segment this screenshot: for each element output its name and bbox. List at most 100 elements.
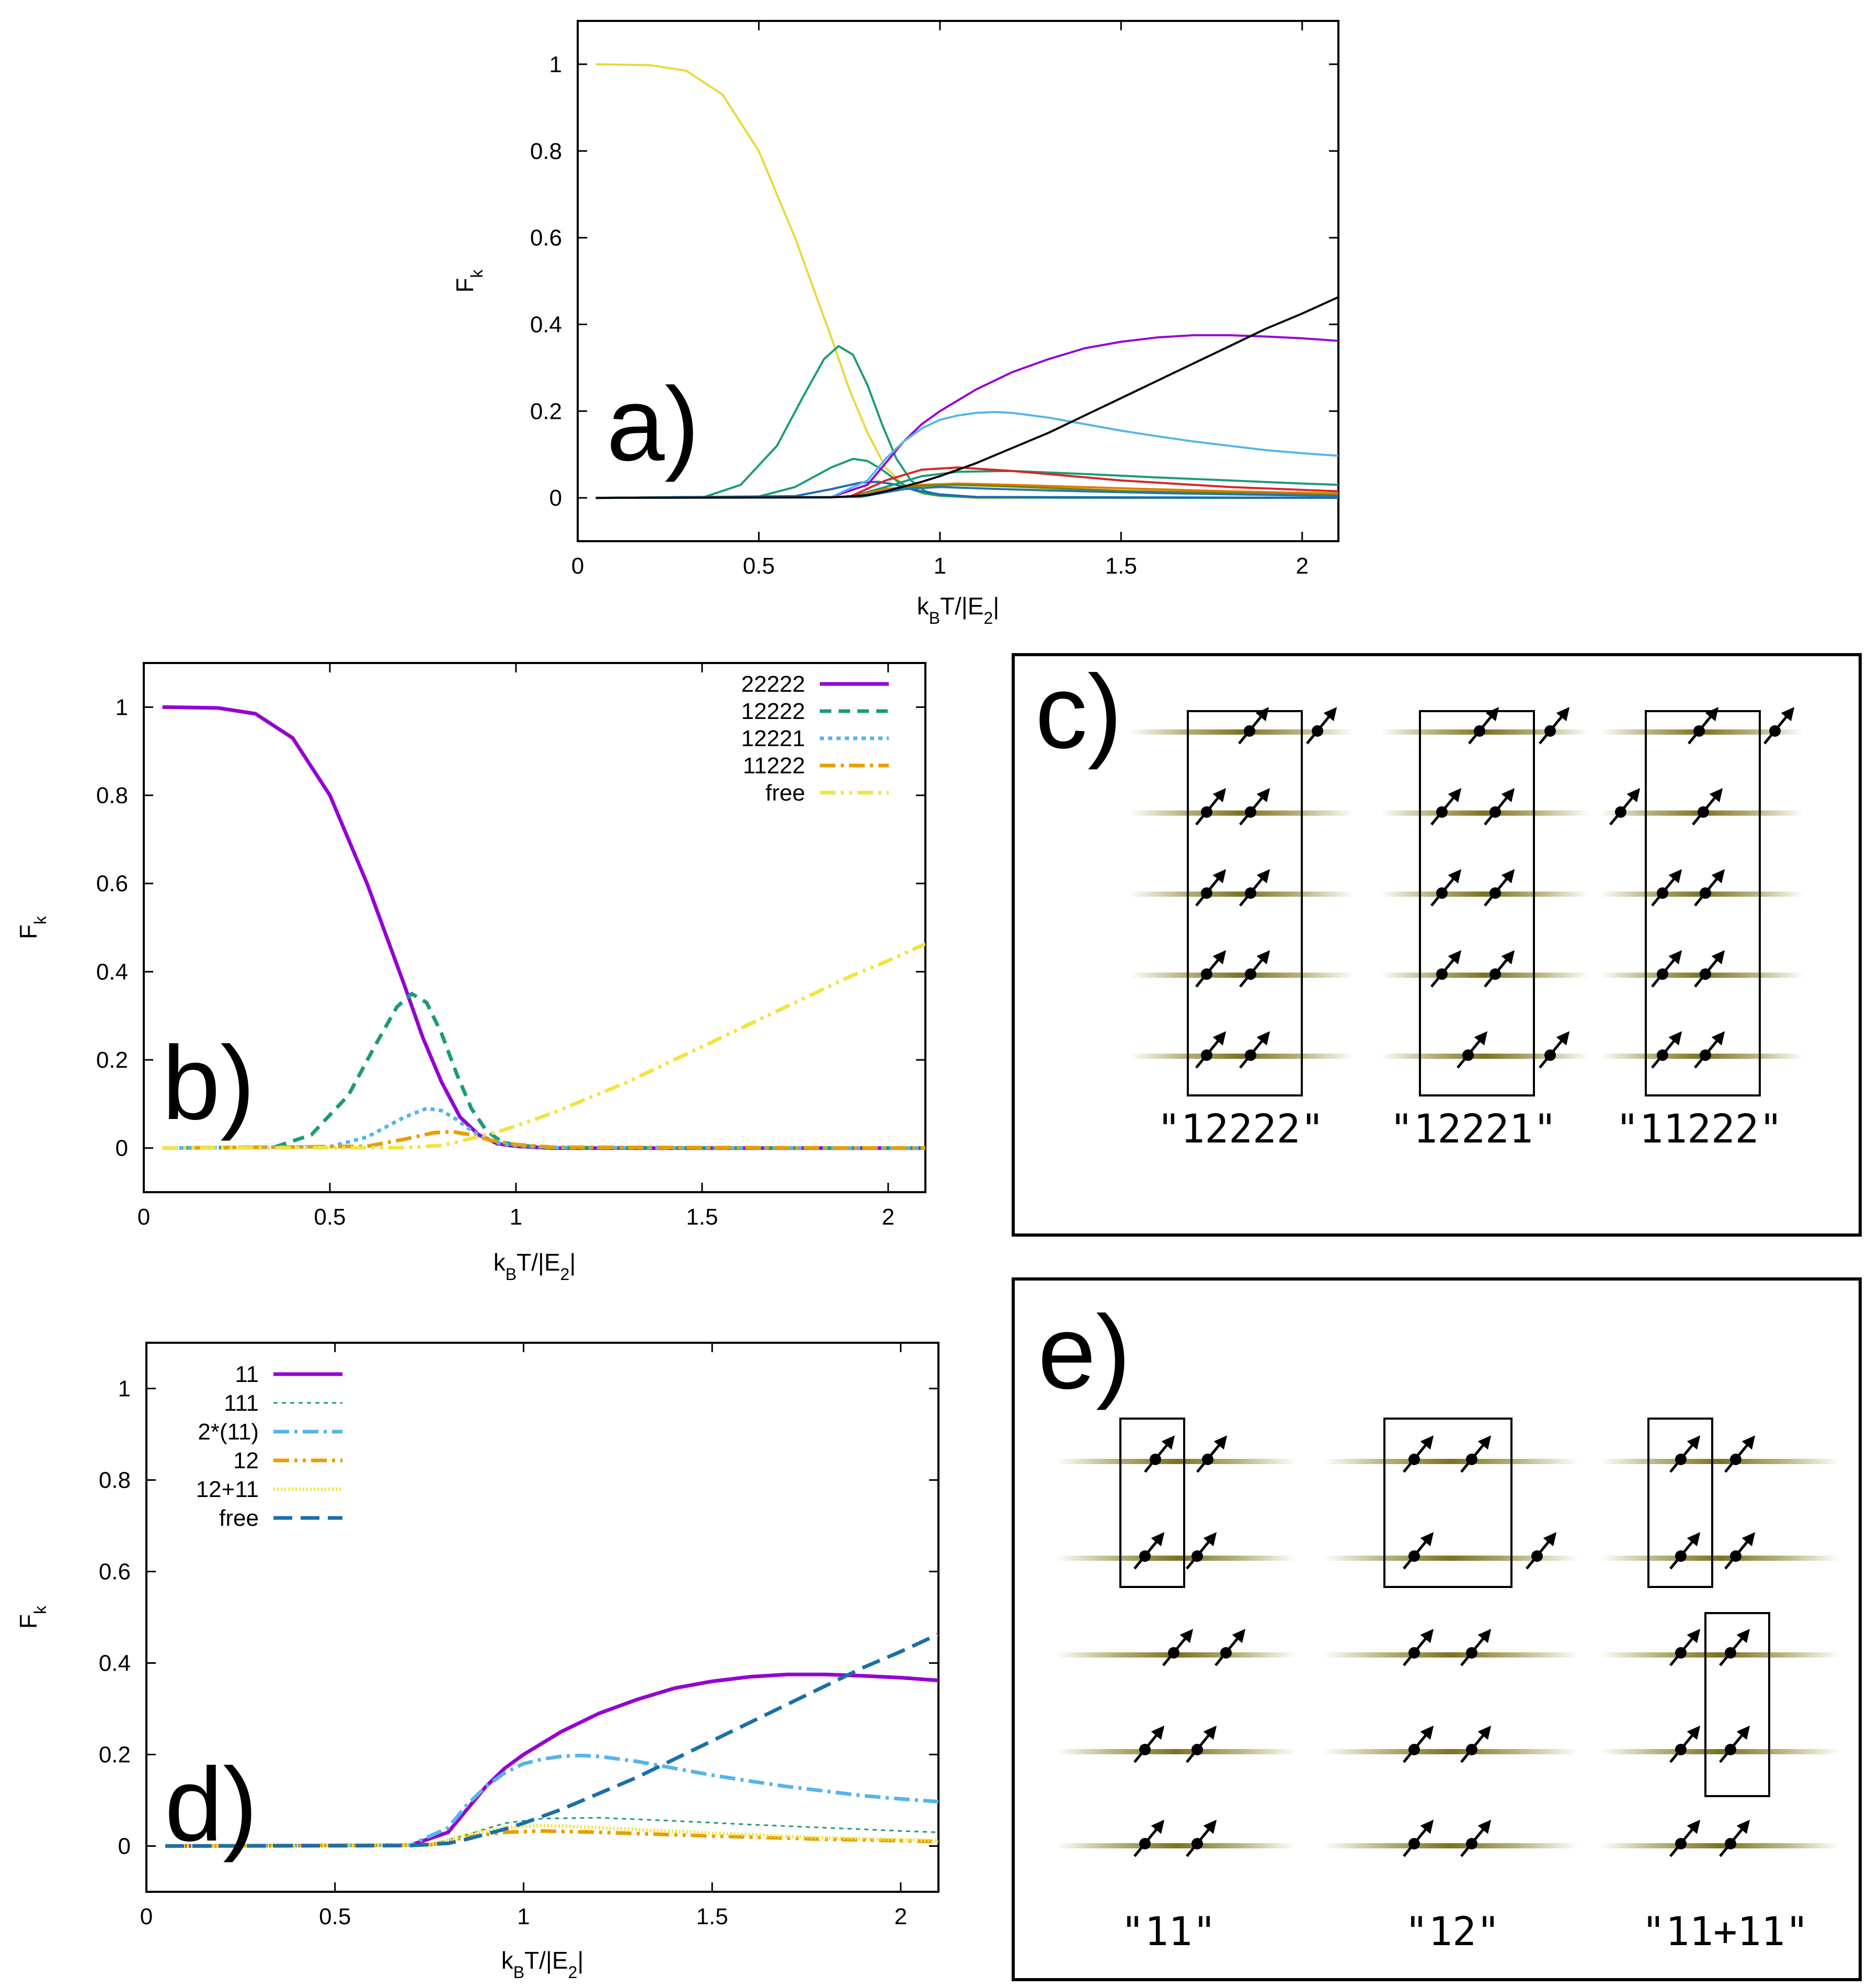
c-rail-1-4 <box>1380 1054 1589 1059</box>
c-rail-0-4 <box>1129 1054 1354 1059</box>
y-tick-label-b-4: 0.8 <box>96 783 128 808</box>
c-spin-1-0-1-dot <box>1544 725 1556 737</box>
e-spin-2-1-0-arrow <box>1669 1532 1701 1570</box>
legend-label-b-1: 12222 <box>741 699 805 724</box>
e-spin-2-4-0-dot <box>1675 1838 1687 1849</box>
x-tick-label-a-3: 1.5 <box>1105 553 1137 579</box>
c-spin-0-2-1-arrow <box>1239 869 1270 907</box>
series-group-d <box>165 1632 938 1848</box>
e-spin-0-2-1-dot <box>1220 1647 1232 1659</box>
e-spin-2-4-0-arrow <box>1669 1820 1701 1857</box>
e-spin-2-2-1-arrow <box>1719 1629 1750 1666</box>
c-spin-1-1-0-arrow <box>1430 788 1462 826</box>
c-cluster-box-2 <box>1645 710 1761 1096</box>
c-spin-1-4-1-dot <box>1544 1049 1556 1061</box>
e-spin-2-0-0-arrow <box>1669 1435 1701 1473</box>
e-spin-1-4-0-dot <box>1408 1838 1420 1849</box>
e-spin-0-4-1-arrow <box>1186 1820 1217 1857</box>
panel-label-a: a) <box>606 366 700 483</box>
e-spin-1-1-0-arrow <box>1403 1532 1434 1570</box>
e-spin-0-4-0-arrow <box>1133 1820 1165 1857</box>
c-spin-1-3-1-arrow <box>1484 950 1515 988</box>
c-spin-2-1-1-dot <box>1698 806 1709 818</box>
legend-label-d-0: 11 <box>235 1362 259 1387</box>
c-spin-1-3-1-dot <box>1489 968 1501 980</box>
c-spin-1-0-0-arrow <box>1468 707 1499 745</box>
e-spin-2-3-1-dot <box>1725 1744 1736 1755</box>
e-rail-0-4 <box>1056 1843 1297 1848</box>
e-spin-1-3-1-dot <box>1466 1744 1477 1755</box>
e-spin-1-2-0-dot <box>1408 1647 1420 1659</box>
caption-11plus11: "11+11" <box>1642 1908 1809 1955</box>
c-spin-2-0-1-arrow <box>1763 707 1795 745</box>
legend-label-d-2: 2*(11) <box>198 1419 259 1445</box>
caption-11222: "11222" <box>1615 1105 1783 1152</box>
c-spin-1-3-0-arrow <box>1430 950 1462 988</box>
e-spin-1-2-0-arrow <box>1403 1629 1434 1666</box>
e-spin-2-0-1-dot <box>1730 1454 1741 1465</box>
panel-c-lattices <box>1129 707 1804 1096</box>
c-spin-2-1-0-arrow <box>1609 788 1641 826</box>
c-spin-1-4-1-arrow <box>1539 1031 1570 1069</box>
series-line-d-111 <box>165 1816 938 1847</box>
e-spin-0-2-1-arrow <box>1214 1629 1246 1666</box>
legend-label-d-5: free <box>219 1505 259 1531</box>
y-tick-label-a-3: 0.6 <box>530 225 562 251</box>
e-spin-0-3-0-arrow <box>1133 1726 1165 1763</box>
e-spin-0-2-0-arrow <box>1162 1629 1194 1666</box>
e-spin-0-3-0-dot <box>1139 1744 1151 1755</box>
c-rail-0-1 <box>1129 810 1354 816</box>
panel-b-chart: 0 0.5 1 1.5 2 0 0.2 0.4 0.6 0.8 1 kBT/|E2| Fk b) 22222… <box>15 662 926 1284</box>
e-rail-2-0 <box>1600 1459 1840 1464</box>
c-spin-2-0-1-dot <box>1769 725 1781 737</box>
e-spin-1-0-0-dot <box>1408 1454 1420 1465</box>
plot-frame-d <box>145 1342 939 1893</box>
c-spin-2-2-0-arrow <box>1651 869 1682 907</box>
c-spin-0-3-1-dot <box>1245 968 1256 980</box>
c-spin-1-2-1-dot <box>1489 887 1501 899</box>
panel-e-label: e) <box>1038 1294 1131 1411</box>
e-rail-0-0 <box>1056 1459 1297 1464</box>
y-tick-label-b-0: 0 <box>116 1136 128 1161</box>
x-tick-label-b-4: 2 <box>882 1204 895 1230</box>
e-spin-1-2-1-arrow <box>1460 1629 1492 1666</box>
c-spin-2-2-1-arrow <box>1694 869 1725 907</box>
c-spin-1-1-1-arrow <box>1484 788 1515 826</box>
c-spin-0-0-0-arrow <box>1238 707 1269 745</box>
x-tick-label-a-2: 1 <box>934 553 946 579</box>
c-spin-0-1-0-dot <box>1201 806 1212 818</box>
e-spin-0-0-1-dot <box>1202 1454 1213 1465</box>
c-spin-0-3-0-arrow <box>1195 950 1227 988</box>
series-line-d-2-11- <box>165 1753 938 1848</box>
c-spin-0-4-0-arrow <box>1195 1031 1227 1069</box>
c-spin-0-1-0-arrow <box>1195 788 1227 826</box>
panel-a-chart: 0 0.5 1 1.5 2 0 0.2 0.4 0.6 0.8 1 kBT/|E2| Fk a) <box>451 20 1339 627</box>
panel-label-b: b) <box>162 1025 255 1141</box>
e-cluster-box-2-1 <box>1704 1612 1770 1797</box>
e-spin-1-1-1-dot <box>1531 1550 1543 1562</box>
legend-label-b-4: free <box>765 780 805 806</box>
e-spin-1-0-1-dot <box>1466 1454 1477 1465</box>
e-spin-1-4-1-dot <box>1466 1838 1477 1849</box>
e-rail-1-0 <box>1323 1459 1579 1464</box>
e-spin-1-3-0-dot <box>1408 1744 1420 1755</box>
x-tick-label-b-1: 0.5 <box>314 1204 346 1230</box>
c-spin-1-4-0-arrow <box>1457 1031 1488 1069</box>
c-cluster-box-0 <box>1187 710 1303 1096</box>
panel-e-diagram: e) "11" "12" "11+11" <box>1012 1277 1862 1981</box>
y-tick-label-b-5: 1 <box>116 694 128 720</box>
x-axis-label-b: kBT/|E2| <box>494 1249 576 1284</box>
e-spin-0-2-0-dot <box>1168 1647 1179 1659</box>
series-line-a-free <box>595 296 1338 499</box>
e-spin-0-1-1-arrow <box>1186 1532 1217 1570</box>
c-spin-2-1-0-dot <box>1615 806 1626 818</box>
series-line-a-11222 <box>595 481 1338 499</box>
c-spin-2-4-1-dot <box>1700 1049 1711 1061</box>
x-tick-label-b-3: 1.5 <box>686 1204 718 1230</box>
e-spin-2-1-0-dot <box>1675 1550 1687 1562</box>
e-rail-1-3 <box>1323 1749 1579 1754</box>
panel-c-label: c) <box>1035 654 1122 770</box>
y-tick-label-a-4: 0.8 <box>530 139 562 164</box>
caption-12: "12" <box>1404 1908 1500 1955</box>
